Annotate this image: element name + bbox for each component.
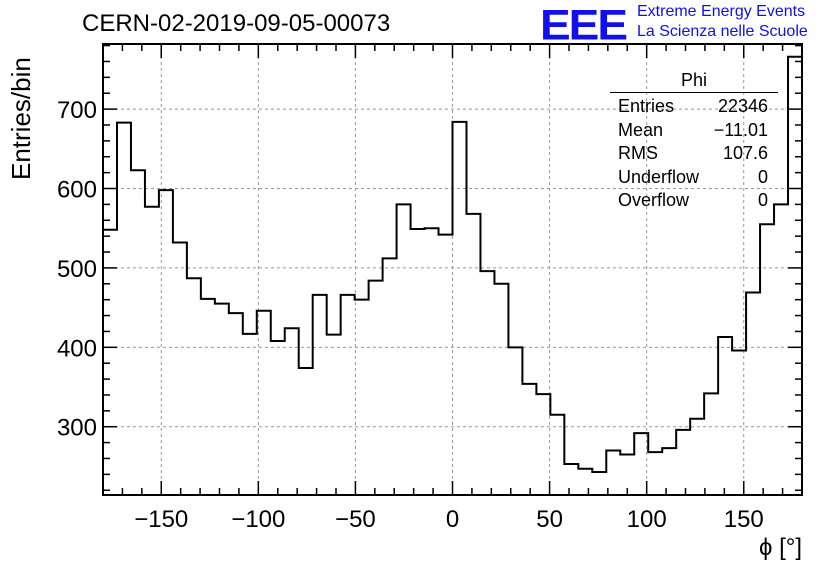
y-tick-label: 300 — [57, 415, 97, 442]
stats-value: 0 — [757, 166, 768, 187]
y-tick-label: 400 — [57, 335, 97, 362]
x-tick-label: 50 — [536, 506, 563, 533]
stats-row-entries: Entries 22346 — [610, 95, 778, 119]
stats-row-underflow: Underflow 0 — [610, 166, 778, 190]
histogram-line — [103, 55, 802, 473]
stats-label: Overflow — [618, 190, 690, 210]
stats-label: RMS — [618, 143, 658, 163]
stats-value: 22346 — [717, 96, 768, 116]
logo-line-2: La Scienza nelle Scuole — [637, 23, 808, 40]
stats-value: 107.6 — [722, 143, 768, 163]
eee-logo: EEE — [540, 0, 628, 49]
x-tick-label: 100 — [627, 506, 667, 533]
grid-lines — [103, 44, 802, 495]
stats-value: −11.01 — [713, 119, 768, 140]
stats-row-overflow: Overflow 0 — [610, 189, 778, 213]
stats-row-mean: Mean −11.01 — [610, 119, 778, 143]
stats-row-rms: RMS 107.6 — [610, 142, 778, 166]
stats-label: Underflow — [618, 166, 700, 187]
y-axis-label: Entries/bin — [6, 57, 36, 180]
x-tick-label: −150 — [134, 506, 188, 533]
logo-line-1: Extreme Energy Events — [637, 3, 806, 20]
stats-label: Mean — [618, 119, 664, 140]
stats-box: Phi Entries 22346 Mean −11.01 RMS 107.6 … — [610, 70, 778, 213]
x-tick-label: 0 — [446, 506, 459, 533]
y-tick-label: 500 — [57, 256, 97, 283]
stats-name: Phi — [610, 70, 778, 93]
tick-labels: −150 −100 −50 0 50 100 150 300 400 500 600 700 — [57, 97, 764, 533]
y-tick-label: 700 — [57, 97, 97, 124]
x-tick-label: −100 — [231, 506, 285, 533]
stats-value: 0 — [757, 190, 768, 210]
x-axis-label: ϕ [°] — [758, 534, 802, 561]
stats-label: Entries — [618, 96, 675, 116]
y-tick-label: 600 — [57, 177, 97, 204]
chart-title: CERN-02-2019-09-05-00073 — [82, 10, 391, 37]
axis-ticks — [102, 44, 803, 495]
x-tick-label: 150 — [724, 506, 764, 533]
x-tick-label: −50 — [335, 506, 376, 533]
